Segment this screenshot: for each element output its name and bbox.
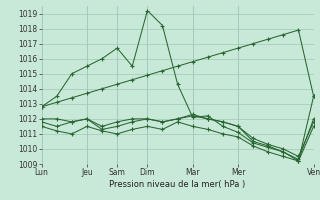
X-axis label: Pression niveau de la mer( hPa ): Pression niveau de la mer( hPa ) xyxy=(109,180,246,189)
